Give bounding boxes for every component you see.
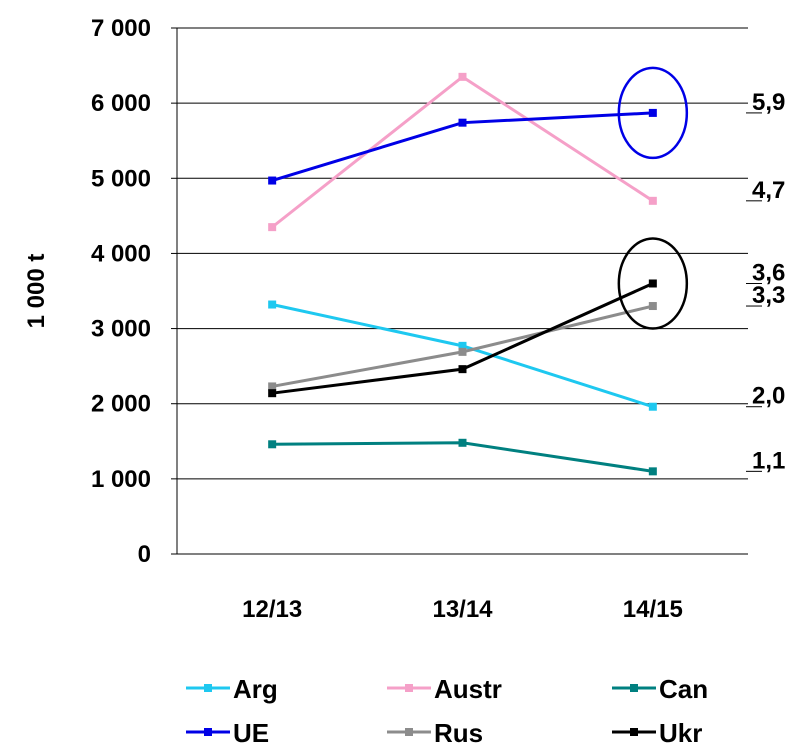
y-tick-label: 0 [138,541,151,568]
legend-swatch-marker [204,684,212,692]
x-tick-label: 12/13 [242,596,302,623]
legend-label: Ukr [659,718,702,746]
data-point [648,196,657,205]
data-point [648,108,657,117]
legend-label: Rus [434,718,483,746]
series-line [272,441,654,473]
end-value-label: 1,1 [752,447,785,474]
legend-swatch-marker [405,728,413,736]
end-value-label: 4,7 [752,177,785,204]
legend-label: Austr [434,674,502,704]
legend-swatch-marker [405,684,413,692]
y-tick-label: 6 000 [91,90,151,117]
gridlines [177,27,748,480]
data-point [458,341,467,350]
y-axis-label: 1 000 t [23,254,50,329]
data-point [458,365,467,374]
legend-item-austr: Austr [387,674,502,704]
legend-item-arg: Arg [186,674,278,704]
data-point [268,382,277,391]
highlight-circle [617,237,689,330]
highlight-circles [617,66,689,330]
data-point [648,302,657,311]
y-tick-label: 5 000 [91,165,151,192]
series-austr [268,72,657,232]
data-point [268,223,277,232]
legend-swatch-marker [204,728,212,736]
y-tick-label: 1 000 [91,466,151,493]
data-point [648,467,657,476]
axes [171,27,748,555]
series-arg [268,300,657,411]
data-point [458,72,467,81]
end-value-label: 2,0 [752,383,785,410]
x-tick-label: 13/14 [432,596,493,623]
y-tick-label: 4 000 [91,240,151,267]
legend-item-rus: Rus [387,718,483,746]
highlight-circle [617,66,689,160]
data-point [648,279,657,288]
data-point [268,176,277,185]
y-tick-label: 3 000 [91,316,151,343]
legend-item-can: Can [612,674,708,704]
data-point [268,300,277,309]
series-lines [268,72,657,476]
y-tick-labels: 0 1 000 2 000 3 000 4 000 5 000 6 000 7 000 [91,15,151,568]
x-tick-label: 14/15 [623,596,683,623]
legend-swatch-marker [630,728,638,736]
data-point [268,389,277,398]
legend-label: UE [233,718,269,746]
y-tick-label: 7 000 [91,15,151,42]
end-value-label: 5,9 [752,89,785,116]
end-value-labels: 5,9 4,7 3,63,3 2,0 1,1 [746,89,785,474]
series-line [271,74,654,229]
legend-item-ue: UE [186,718,269,746]
legend-swatch-marker [630,684,638,692]
series-ukr [268,279,657,398]
legend-item-ukr: Ukr [612,718,702,746]
data-point [458,438,467,447]
series-can [268,438,657,476]
series-rus [268,302,657,391]
data-point [648,402,657,411]
data-point [458,347,467,356]
legend: Arg Austr Can UE Rus Ukr [186,674,708,746]
y-tick-label: 2 000 [91,391,151,418]
series-ue [268,108,657,185]
data-point [268,440,277,449]
data-point [458,118,467,127]
x-tick-labels: 12/13 13/14 14/15 [242,596,683,623]
end-value-label: 3,3 [752,282,785,309]
end-value-label: 3,6 [752,259,785,286]
legend-label: Arg [233,674,278,704]
legend-label: Can [659,674,708,704]
